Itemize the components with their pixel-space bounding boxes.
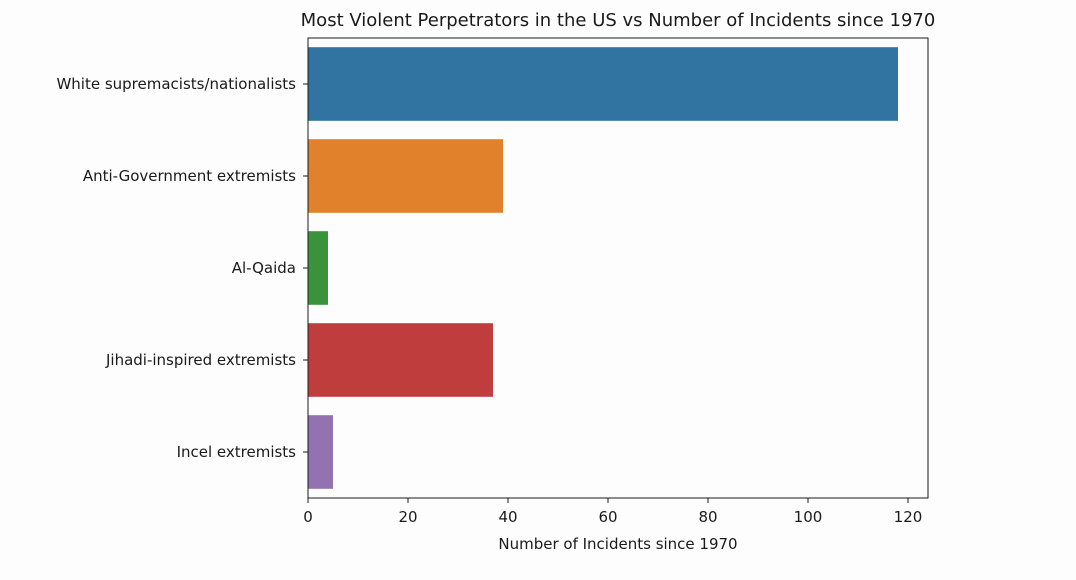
y-tick-label: Anti-Government extremists	[83, 167, 296, 185]
bar-jihadi-inspired-extremists	[308, 323, 493, 397]
y-tick-label: Jihadi-inspired extremists	[105, 351, 296, 369]
x-tick-label: 20	[398, 508, 417, 526]
y-tick-label: White supremacists/nationalists	[56, 75, 296, 93]
x-tick-label: 40	[498, 508, 517, 526]
x-tick-label: 120	[894, 508, 923, 526]
plot-frame	[307, 37, 929, 499]
x-tick-label: 60	[598, 508, 617, 526]
y-tick-label: Incel extremists	[177, 443, 297, 461]
x-tick-label: 0	[303, 508, 313, 526]
x-axis-label: Number of Incidents since 1970	[498, 535, 737, 553]
x-axis: 0 20 40 60 80 100 120	[303, 498, 922, 526]
bar-incel-extremists	[308, 415, 333, 489]
y-axis: White supremacists/nationalists Anti-Gove…	[56, 75, 308, 461]
x-tick-label: 100	[794, 508, 823, 526]
x-tick-label: 80	[698, 508, 717, 526]
bar-white-supremacists-nationalists	[308, 47, 898, 121]
bars-group	[308, 47, 898, 489]
bar-anti-government-extremists	[308, 139, 503, 213]
y-tick-label: Al-Qaida	[232, 259, 296, 277]
chart-title: Most Violent Perpetrators in the US vs N…	[301, 10, 936, 31]
bar-al-qaida	[308, 231, 328, 305]
